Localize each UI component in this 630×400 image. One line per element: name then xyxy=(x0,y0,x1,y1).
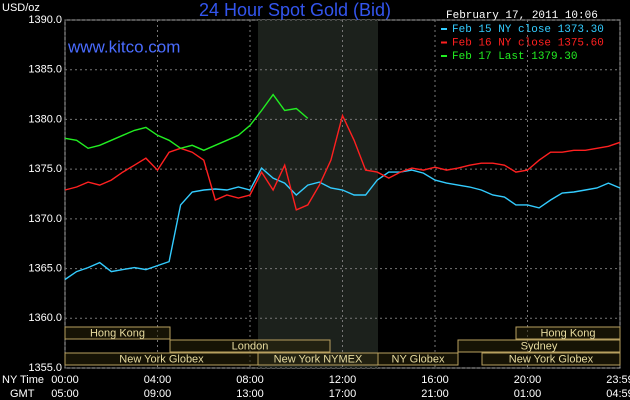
x2-tick-label: 01:00 xyxy=(514,388,542,400)
series-line xyxy=(64,113,621,211)
x-tick-label: 16:00 xyxy=(421,374,449,386)
series-line xyxy=(64,93,309,152)
y-tick-label: 1385.0 xyxy=(28,64,62,76)
x2-tick-label: 21:00 xyxy=(421,388,449,400)
session-label: New York Globex xyxy=(509,353,594,365)
session-box xyxy=(169,339,331,353)
y-tick-label: 1370.0 xyxy=(28,213,62,225)
session-box xyxy=(481,352,621,366)
session-box xyxy=(377,352,459,366)
y-tick-label: 1390.0 xyxy=(28,14,62,26)
ny-session-shade xyxy=(258,20,378,368)
watermark: www.kitco.com xyxy=(67,37,180,56)
session-label: Hong Kong xyxy=(540,327,595,339)
chart-title: 24 Hour Spot Gold (Bid) xyxy=(199,0,391,20)
x-axis-label: NY Time xyxy=(2,374,44,386)
session-label: Sydney xyxy=(521,340,558,352)
y-axis-label: USD/oz xyxy=(2,2,40,14)
y-tick-label: 1360.0 xyxy=(28,312,62,324)
x2-tick-label: 04:59 xyxy=(606,388,630,400)
x2-tick-label: 05:00 xyxy=(51,388,79,400)
x2-axis-label: GMT xyxy=(10,388,35,400)
series-line xyxy=(64,166,621,281)
legend-label: Feb 15 NY close 1373.30 xyxy=(452,24,604,36)
session-box xyxy=(515,326,621,340)
x-tick-label: 04:00 xyxy=(144,374,172,386)
x-tick-label: 00:00 xyxy=(51,374,79,386)
session-label: Hong Kong xyxy=(90,327,145,339)
x2-tick-label: 13:00 xyxy=(236,388,264,400)
x-tick-label: 12:00 xyxy=(329,374,357,386)
session-label: New York NYMEX xyxy=(274,353,363,365)
session-box xyxy=(457,339,621,353)
session-label: NY Globex xyxy=(392,353,445,365)
y-tick-label: 1380.0 xyxy=(28,113,62,125)
legend-label: Feb 17 Last 1379.30 xyxy=(452,51,577,63)
session-box xyxy=(64,326,171,340)
y-tick-label: 1375.0 xyxy=(28,163,62,175)
y-tick-label: 1365.0 xyxy=(28,262,62,274)
session-label: New York Globex xyxy=(119,353,204,365)
x2-tick-label: 09:00 xyxy=(144,388,172,400)
y-tick-label: 1355.0 xyxy=(28,362,62,374)
x-tick-label: 08:00 xyxy=(236,374,264,386)
x2-tick-label: 17:00 xyxy=(329,388,357,400)
x-tick-label: 23:59 xyxy=(606,374,630,386)
timestamp: February 17, 2011 10:06 xyxy=(446,10,598,22)
session-label: London xyxy=(232,340,269,352)
legend-label: Feb 16 NY close 1375.60 xyxy=(452,37,604,49)
x-tick-label: 20:00 xyxy=(514,374,542,386)
